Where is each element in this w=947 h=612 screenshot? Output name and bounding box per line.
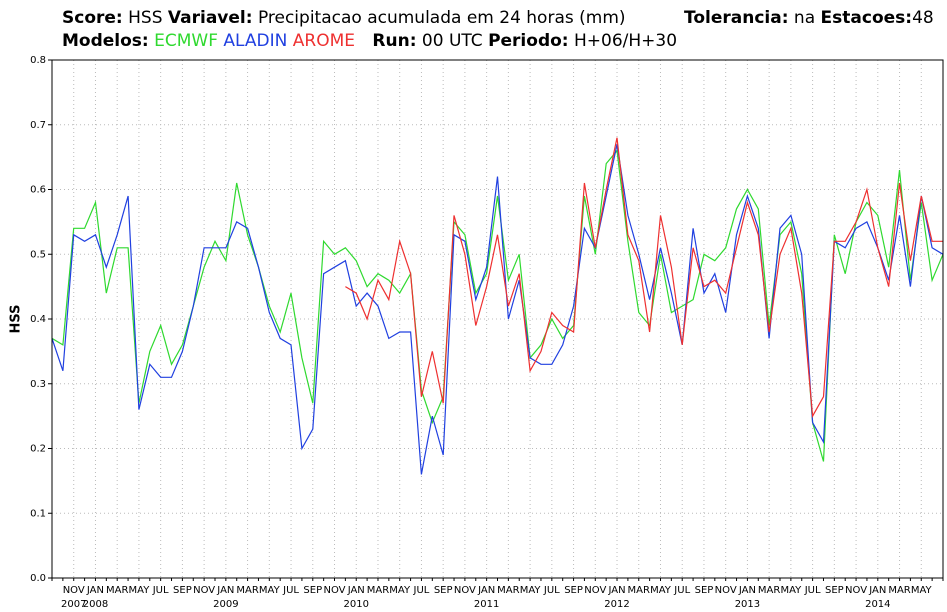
tolerance-label: Tolerancia: xyxy=(684,8,789,28)
x-tick-label: NOV xyxy=(454,585,476,596)
period-label: Periodo: xyxy=(488,31,569,51)
x-tick-label: JUL xyxy=(152,585,169,596)
y-axis-label: HSS xyxy=(9,304,24,333)
x-tick-label: MAR xyxy=(758,585,780,596)
x-tick-label: JUL xyxy=(413,585,430,596)
run: 00 UTC xyxy=(422,31,483,51)
year-label: 2012 xyxy=(604,599,629,610)
x-tick-label: MAY xyxy=(259,585,281,596)
x-tick-label: MAY xyxy=(129,585,151,596)
series-line xyxy=(345,137,943,419)
x-tick-label: JUL xyxy=(804,585,821,596)
x-tick-label: SEP xyxy=(695,585,714,596)
x-tick-label: NOV xyxy=(845,585,867,596)
y-tick-label: 0.0 xyxy=(30,573,46,584)
x-tick-label: SEP xyxy=(303,585,322,596)
x-tick-label: MAY xyxy=(650,585,672,596)
x-tick-label: MAR xyxy=(106,585,128,596)
series-line xyxy=(51,144,944,475)
header-right: Tolerancia: na Estacoes:48 xyxy=(684,8,934,28)
x-tick-label: JAN xyxy=(607,585,625,596)
x-tick-label: MAY xyxy=(389,585,411,596)
year-label: 2007 xyxy=(61,599,86,610)
year-label: 2013 xyxy=(735,599,760,610)
header-line-2: Modelos: ECMWF ALADIN AROME Run: 00 UTC … xyxy=(62,31,677,51)
x-tick-label: JAN xyxy=(347,585,365,596)
y-tick-label: 0.1 xyxy=(30,508,46,519)
x-tick-label: MAR xyxy=(888,585,910,596)
tolerance: na xyxy=(794,8,815,28)
x-tick-label: JAN xyxy=(477,585,495,596)
y-tick-label: 0.6 xyxy=(30,185,46,196)
models-label: Modelos: xyxy=(62,31,149,51)
variable: Precipitacao acumulada em 24 horas (mm) xyxy=(258,8,626,28)
x-tick-label: NOV xyxy=(323,585,345,596)
x-tick-label: NOV xyxy=(715,585,737,596)
y-tick-label: 0.8 xyxy=(30,55,46,66)
x-tick-label: MAY xyxy=(520,585,542,596)
year-label: 2011 xyxy=(474,599,499,610)
x-tick-label: NOV xyxy=(584,585,606,596)
variable-label: Variavel: xyxy=(168,8,253,28)
x-tick-label: MAR xyxy=(497,585,519,596)
x-tick-label: JAN xyxy=(738,585,756,596)
x-tick-label: JAN xyxy=(86,585,104,596)
x-tick-label: JUL xyxy=(282,585,299,596)
y-tick-label: 0.2 xyxy=(30,444,46,455)
x-tick-label: MAR xyxy=(236,585,258,596)
x-tick-label: SEP xyxy=(564,585,583,596)
x-tick-label: NOV xyxy=(63,585,85,596)
year-label: 2014 xyxy=(865,599,890,610)
x-tick-label: JUL xyxy=(543,585,560,596)
legend-entry: AROME xyxy=(293,31,355,51)
x-tick-label: SEP xyxy=(434,585,453,596)
x-tick-label: SEP xyxy=(825,585,844,596)
year-label: 2010 xyxy=(344,599,369,610)
y-tick-label: 0.3 xyxy=(30,379,46,390)
stations-label: Estacoes: xyxy=(821,8,913,28)
series-line xyxy=(51,149,944,462)
header-line-1: Score: HSS Variavel: Precipitacao acumul… xyxy=(62,8,626,28)
period: H+06/H+30 xyxy=(574,31,677,51)
legend-entry: ALADIN xyxy=(223,31,287,51)
x-tick-label: MAY xyxy=(911,585,933,596)
x-tick-label: MAR xyxy=(367,585,389,596)
y-tick-label: 0.4 xyxy=(30,314,46,325)
year-label: 2009 xyxy=(213,599,238,610)
score: HSS xyxy=(128,8,162,28)
x-tick-label: JAN xyxy=(868,585,886,596)
legend-entry: ECMWF xyxy=(154,31,218,51)
x-tick-label: SEP xyxy=(173,585,192,596)
x-tick-label: MAR xyxy=(628,585,650,596)
x-tick-label: NOV xyxy=(193,585,215,596)
run-label: Run: xyxy=(372,31,416,51)
plot-frame xyxy=(51,59,944,579)
x-tick-label: JAN xyxy=(216,585,234,596)
score-label: Score: xyxy=(62,8,123,28)
y-tick-label: 0.5 xyxy=(30,249,46,260)
year-label: 2008 xyxy=(83,599,108,610)
stations: 48 xyxy=(912,8,934,28)
y-tick-label: 0.7 xyxy=(30,120,46,131)
x-tick-label: JUL xyxy=(673,585,690,596)
x-tick-label: MAY xyxy=(780,585,802,596)
